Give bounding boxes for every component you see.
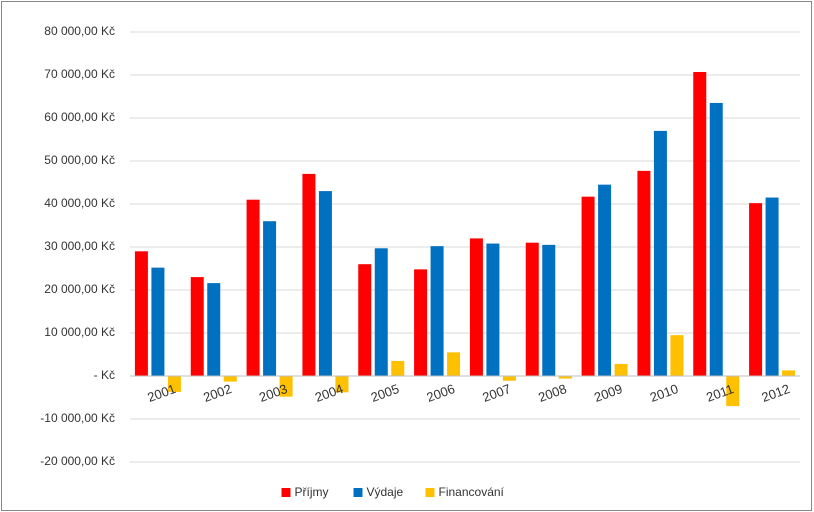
bar bbox=[637, 170, 651, 376]
bar bbox=[558, 376, 572, 379]
y-tick-label: 50 000,00 Kč bbox=[44, 153, 115, 167]
bar bbox=[581, 196, 595, 376]
bar bbox=[469, 238, 483, 376]
bar bbox=[693, 71, 707, 377]
bar bbox=[525, 242, 539, 376]
bar bbox=[134, 251, 148, 376]
bar bbox=[374, 248, 388, 376]
y-tick-label: 10 000,00 Kč bbox=[44, 325, 115, 339]
y-tick-label: 40 000,00 Kč bbox=[44, 196, 115, 210]
legend-label: Financování bbox=[439, 485, 505, 499]
bar bbox=[207, 283, 221, 376]
bar bbox=[598, 184, 612, 376]
bar bbox=[447, 352, 461, 376]
bar bbox=[782, 370, 796, 376]
bar bbox=[246, 199, 260, 376]
bar bbox=[726, 376, 740, 407]
bar bbox=[302, 173, 316, 376]
legend-swatch bbox=[281, 488, 291, 497]
bar bbox=[279, 376, 293, 397]
bar bbox=[335, 376, 349, 393]
bar bbox=[223, 376, 237, 382]
bar bbox=[765, 197, 779, 376]
bar bbox=[414, 269, 428, 376]
bar bbox=[167, 376, 181, 392]
bar bbox=[263, 221, 277, 376]
legend-label: Výdaje bbox=[367, 485, 404, 499]
y-tick-label: -20 000,00 Kč bbox=[40, 454, 115, 468]
bar bbox=[151, 267, 165, 376]
bar bbox=[486, 243, 500, 376]
bar bbox=[190, 277, 204, 376]
legend-swatch bbox=[353, 488, 363, 497]
y-tick-label: 70 000,00 Kč bbox=[44, 67, 115, 81]
bar bbox=[653, 130, 667, 376]
legend-swatch bbox=[425, 488, 435, 497]
y-tick-label: 30 000,00 Kč bbox=[44, 239, 115, 253]
bar bbox=[542, 244, 556, 376]
y-tick-label: 60 000,00 Kč bbox=[44, 110, 115, 124]
bar bbox=[709, 102, 723, 376]
y-tick-label: -10 000,00 Kč bbox=[40, 411, 115, 425]
bar bbox=[502, 376, 516, 381]
bar bbox=[358, 264, 372, 376]
bar bbox=[614, 363, 628, 376]
bar bbox=[670, 335, 684, 376]
bar bbox=[749, 203, 763, 376]
bar bbox=[430, 246, 444, 376]
y-tick-label: 20 000,00 Kč bbox=[44, 282, 115, 296]
y-tick-label: - Kč bbox=[94, 368, 115, 382]
y-tick-label: 80 000,00 Kč bbox=[44, 24, 115, 38]
bar bbox=[318, 191, 332, 376]
legend-label: Příjmy bbox=[295, 485, 329, 499]
bar bbox=[391, 360, 405, 376]
